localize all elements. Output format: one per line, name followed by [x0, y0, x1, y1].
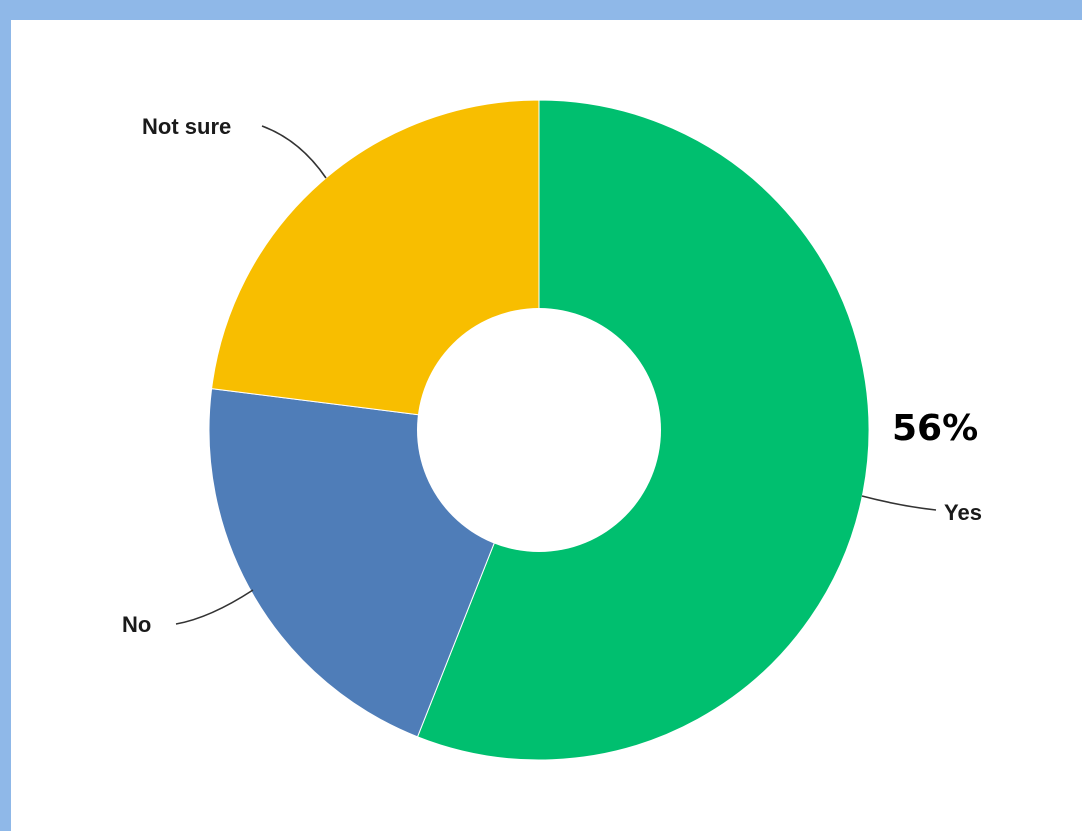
slice-label-no: No [122, 612, 151, 637]
value-annotations: 56% [892, 408, 978, 449]
frame-border-top [0, 0, 1082, 20]
slice-label-not-sure: Not sure [142, 114, 231, 139]
leader-lines [175, 125, 937, 625]
leader-line-yes [861, 495, 937, 511]
value-label-yes: 56% [892, 408, 978, 449]
slice-label-yes: Yes [944, 500, 982, 525]
leader-line-not-sure [261, 125, 327, 179]
donut-hole [417, 308, 661, 552]
leader-line-no [175, 589, 254, 625]
slice-labels: Yes No Not sure [122, 114, 982, 637]
frame-border-left [0, 0, 11, 831]
